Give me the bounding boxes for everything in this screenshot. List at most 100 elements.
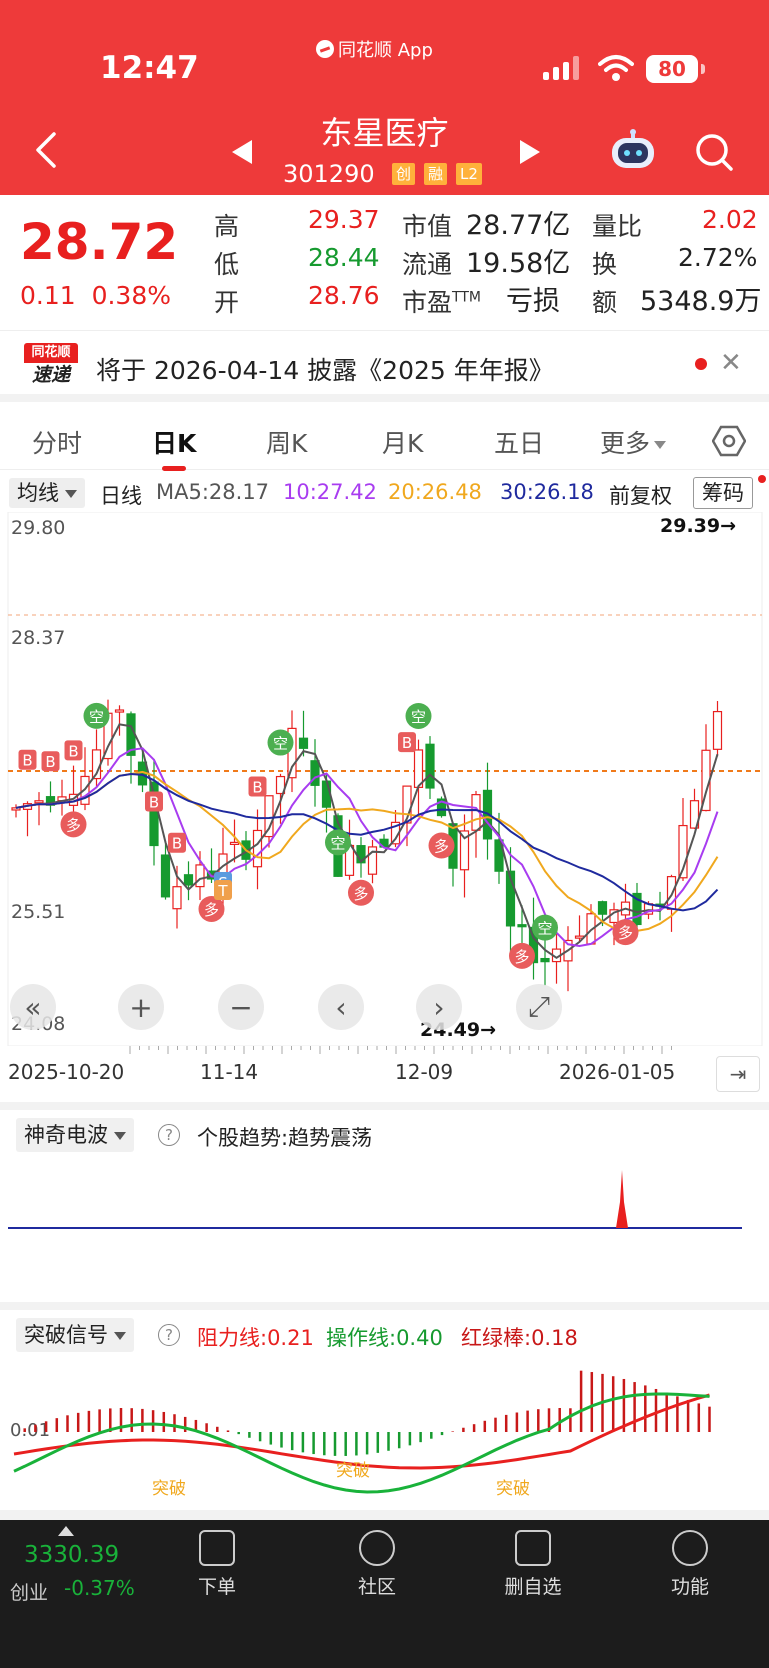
breakout-label-1: 突破 bbox=[152, 1479, 186, 1499]
indicator-selector-2[interactable]: 突破信号 bbox=[16, 1318, 134, 1352]
high-price-mark: 29.39→ bbox=[660, 515, 736, 537]
scroll-right-button[interactable]: › bbox=[416, 984, 462, 1030]
low-value: 28.44 bbox=[308, 243, 380, 272]
indicator-selector-2-label: 突破信号 bbox=[24, 1323, 108, 1347]
period-label: 日线 bbox=[100, 484, 142, 508]
down-candle bbox=[632, 892, 642, 926]
index-change: -0.37% bbox=[64, 1576, 135, 1600]
tab-monthly-k[interactable]: 月K bbox=[382, 429, 424, 458]
settings-hexagon-icon[interactable] bbox=[712, 424, 746, 458]
tab-weekly-k[interactable]: 周K bbox=[266, 429, 308, 458]
ma-lines-group bbox=[15, 723, 719, 959]
scroll-left-button[interactable]: ‹ bbox=[318, 984, 364, 1030]
signal-badge-label: B bbox=[149, 794, 159, 812]
signal-badge-b bbox=[398, 732, 416, 753]
ma-selector[interactable]: 均线 bbox=[9, 478, 85, 508]
sudi-logo-top: 同花顺 bbox=[24, 343, 78, 363]
operation-line bbox=[13, 1392, 710, 1494]
down-candle bbox=[298, 737, 309, 749]
down-candle bbox=[597, 901, 608, 915]
mcap-label: 市值 bbox=[402, 212, 453, 241]
resist-line bbox=[13, 1393, 710, 1470]
zoom-in-button[interactable]: + bbox=[118, 984, 164, 1030]
breakout-signal-panel: 突破信号 ? 阻力线:0.21 操作线:0.40 红绿棒:0.18 0.01 突… bbox=[0, 1302, 769, 1520]
amount-label: 额 bbox=[592, 288, 618, 317]
close-icon[interactable]: ✕ bbox=[720, 348, 742, 378]
status-time: 12:47 bbox=[100, 50, 199, 86]
candles-group bbox=[11, 699, 723, 992]
turnover-value: 2.72% bbox=[678, 243, 758, 272]
up-candle bbox=[459, 830, 470, 871]
chip-distribution-button[interactable]: 筹码 bbox=[693, 477, 753, 509]
y-label-top: 29.80 bbox=[11, 517, 65, 539]
tab-intraday[interactable]: 分时 bbox=[32, 429, 83, 458]
down-candle bbox=[494, 839, 504, 872]
signal-badge-long bbox=[509, 942, 535, 969]
breakout-label-3: 突破 bbox=[496, 1479, 530, 1499]
chevron-down-icon bbox=[65, 490, 77, 498]
signal-badge-label: 空 bbox=[273, 735, 288, 753]
help-icon[interactable]: ? bbox=[158, 1124, 180, 1146]
signal-badge-label: 多 bbox=[434, 838, 449, 856]
ma20-value: 20:26.48 bbox=[388, 480, 482, 504]
jump-to-latest-icon[interactable]: ⇥ bbox=[716, 1056, 760, 1092]
tag-chuang: 创 bbox=[392, 163, 416, 185]
adjust-mode[interactable]: 前复权 bbox=[609, 484, 672, 508]
community-star-icon bbox=[359, 1530, 395, 1566]
up-candle bbox=[172, 886, 182, 910]
signal-badge-long bbox=[612, 919, 639, 946]
next-stock-button[interactable] bbox=[520, 140, 540, 164]
fullscreen-button[interactable]: ⤢ bbox=[516, 984, 562, 1030]
expand-up-icon[interactable] bbox=[58, 1526, 74, 1536]
tab-more[interactable]: 更多 bbox=[600, 424, 667, 460]
index-value[interactable]: 3330.39 bbox=[24, 1542, 120, 1568]
pe-label-text: 市盈 bbox=[402, 288, 453, 317]
signal-badge-long bbox=[60, 811, 87, 838]
vol-ratio-label: 量比 bbox=[592, 212, 643, 241]
signal-badge-short bbox=[405, 702, 432, 729]
down-candle bbox=[160, 854, 171, 898]
float-value: 19.58亿 bbox=[466, 248, 571, 279]
back-button[interactable] bbox=[32, 130, 62, 170]
sudi-logo: 同花顺 速递 bbox=[24, 343, 78, 389]
announcement-text: 将于 2026-04-14 披露《2025 年年报》 bbox=[96, 356, 554, 385]
change-percent: 0.38% bbox=[91, 281, 171, 310]
help-icon[interactable]: ? bbox=[158, 1324, 180, 1346]
resist-line-value: 阻力线:0.21 bbox=[197, 1326, 314, 1350]
period-tabs: 分时 日K 周K 月K 五日 更多 bbox=[0, 410, 769, 471]
signal-badge-label: B bbox=[172, 835, 182, 853]
signal-badge-t bbox=[214, 880, 232, 901]
status-app-label[interactable]: 同花顺 App bbox=[316, 36, 433, 62]
candlestick-chart[interactable]: BBB空多BB多STB空空多B空多多空多 29.80 28.37 25.51 2… bbox=[0, 512, 769, 1046]
down-candle bbox=[183, 874, 194, 886]
signal-badge-short bbox=[325, 829, 351, 856]
red-green-bar-value: 红绿棒:0.18 bbox=[461, 1326, 578, 1350]
nav-remove-watchlist[interactable]: 删自选 bbox=[488, 1530, 578, 1599]
order-doc-icon bbox=[199, 1530, 235, 1566]
breakout-label-2: 突破 bbox=[336, 1461, 370, 1481]
chevron-down-icon bbox=[114, 1132, 126, 1140]
robot-assistant-icon[interactable] bbox=[608, 128, 658, 172]
nav-community[interactable]: 社区 bbox=[332, 1530, 422, 1599]
indicator-selector-1[interactable]: 神奇电波 bbox=[16, 1118, 134, 1152]
date-label-2: 11-14 bbox=[200, 1060, 259, 1084]
rewind-button[interactable]: « bbox=[10, 984, 56, 1030]
prev-stock-button[interactable] bbox=[232, 140, 252, 164]
stock-name: 东星医疗 bbox=[320, 114, 449, 152]
nav-functions[interactable]: 功能 bbox=[645, 1530, 735, 1599]
up-candle bbox=[114, 709, 125, 713]
tab-five-day[interactable]: 五日 bbox=[494, 429, 545, 458]
trend-value: 趋势震荡 bbox=[288, 1126, 373, 1150]
tab-daily-k[interactable]: 日K bbox=[152, 429, 197, 458]
signal-badge-b bbox=[18, 749, 37, 770]
date-label-3: 12-09 bbox=[395, 1060, 454, 1084]
announcement-bar[interactable]: 同花顺 速递 将于 2026-04-14 披露《2025 年年报》 bbox=[0, 330, 769, 402]
signal-icon bbox=[543, 56, 579, 80]
nav-order[interactable]: 下单 bbox=[172, 1530, 262, 1599]
operation-line-value: 操作线:0.40 bbox=[326, 1326, 443, 1350]
quote-panel: 28.72 0.11 0.38% 高 29.37 低 28.44 开 28.76… bbox=[0, 195, 769, 330]
status-app-text: 同花顺 App bbox=[338, 40, 433, 61]
zoom-out-button[interactable]: − bbox=[218, 984, 264, 1030]
search-icon[interactable] bbox=[694, 132, 734, 172]
up-candle bbox=[712, 710, 723, 750]
